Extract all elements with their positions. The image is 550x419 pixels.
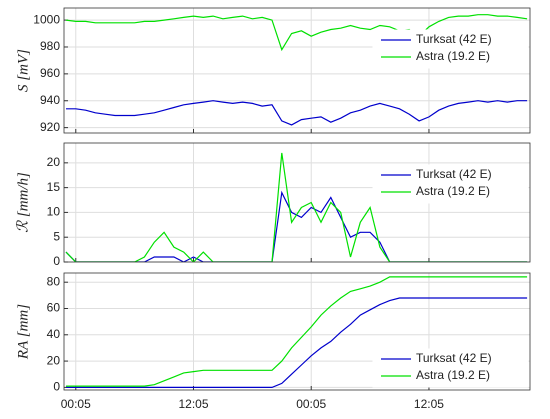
y-tick-label: 1000 <box>33 12 60 26</box>
series-line <box>66 276 528 387</box>
y-tick-label: 5 <box>53 229 60 243</box>
y-tick-label: 960 <box>40 66 60 80</box>
legend-box <box>372 348 529 388</box>
y-tick-label: 10 <box>47 205 61 219</box>
x-tick-label: 00:05 <box>61 397 91 411</box>
plot-area <box>64 8 530 133</box>
y-axis-label: RA [mm] <box>15 304 31 360</box>
y-tick-label: 15 <box>47 180 61 194</box>
x-tick-label: 12:05 <box>178 397 208 411</box>
legend-box <box>372 164 529 204</box>
series-line <box>66 297 528 388</box>
legend-label: Turksat (42 E) <box>416 32 492 46</box>
legend-box <box>372 29 529 69</box>
y-tick-label: 0 <box>53 380 60 394</box>
y-axis-label: ℛ [mm/h] <box>15 172 31 233</box>
y-tick-label: 920 <box>40 120 60 134</box>
plot-frame <box>63 142 531 263</box>
legend-label: Turksat (42 E) <box>416 351 492 365</box>
legend-label: Astra (19.2 E) <box>416 368 490 382</box>
y-tick-label: 0 <box>53 254 60 268</box>
y-tick-label: 80 <box>47 274 61 288</box>
legend-label: Turksat (42 E) <box>416 167 492 181</box>
legend-label: Astra (19.2 E) <box>416 49 490 63</box>
y-tick-label: 940 <box>40 93 60 107</box>
legend-label: Astra (19.2 E) <box>416 184 490 198</box>
x-tick-label: 12:05 <box>414 397 444 411</box>
y-tick-label: 60 <box>47 301 61 315</box>
plot-frame <box>63 272 531 391</box>
series-line <box>65 152 528 262</box>
y-tick-label: 980 <box>40 39 60 53</box>
series-line <box>66 100 528 126</box>
y-tick-label: 20 <box>47 353 61 367</box>
y-axis-label: S [mV] <box>15 49 31 92</box>
plot-frame <box>63 7 531 134</box>
y-tick-label: 20 <box>47 155 61 169</box>
x-tick-label: 00:05 <box>296 397 326 411</box>
y-tick-label: 40 <box>47 327 61 341</box>
series-line <box>65 14 528 52</box>
